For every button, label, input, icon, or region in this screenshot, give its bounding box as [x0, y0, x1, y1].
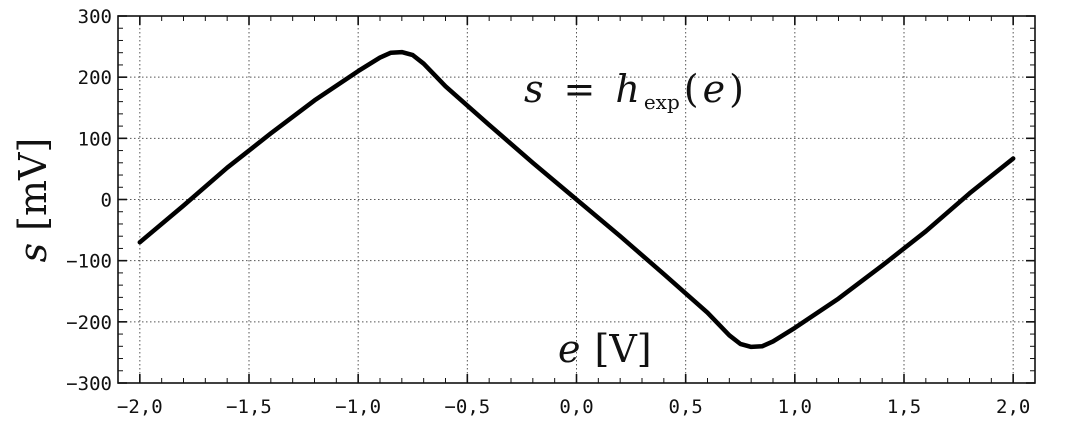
- eq-subscript: exp: [644, 90, 680, 114]
- eq-lhs: s: [524, 67, 544, 111]
- x-tick-label: 1,0: [778, 396, 812, 418]
- y-tick-label: 200: [78, 67, 112, 89]
- x-axis-unit: [V]: [595, 327, 652, 371]
- x-tick-label: −2,0: [117, 396, 163, 418]
- y-axis-title: s [mV]: [11, 138, 55, 263]
- y-tick-labels: 300 200 100 0 −100 −200 −300: [66, 6, 112, 395]
- y-tick-label: 300: [78, 6, 112, 28]
- y-tick-label: −300: [66, 373, 112, 395]
- x-tick-label: −0,5: [444, 396, 490, 418]
- equation-annotation: s = h exp ( e ): [524, 67, 744, 114]
- x-tick-label: −1,5: [226, 396, 272, 418]
- y-axis-unit: [mV]: [11, 138, 55, 231]
- eq-equals: =: [564, 67, 596, 111]
- x-axis-symbol: e: [558, 327, 581, 371]
- eq-func: h: [615, 67, 639, 111]
- x-tick-label: 2,0: [996, 396, 1030, 418]
- x-tick-label: 0,5: [669, 396, 703, 418]
- plot-frame: [117, 15, 1036, 384]
- y-tick-label: 100: [78, 128, 112, 150]
- x-tick-label: 1,5: [887, 396, 921, 418]
- series-line: [137, 49, 1016, 350]
- eq-arg: e: [703, 67, 726, 111]
- x-tick-label: −1,0: [335, 396, 381, 418]
- eq-paren-close: ): [729, 67, 744, 111]
- x-tick-labels: −2,0 −1,5 −1,0 −0,5 0,0 0,5 1,0 1,5 2,0: [117, 396, 1030, 418]
- x-axis-title: e [V]: [558, 327, 652, 371]
- y-tick-label: 0: [101, 190, 112, 212]
- y-tick-label: −200: [66, 312, 112, 334]
- eq-paren-open: (: [684, 67, 699, 111]
- grid: [118, 16, 1035, 383]
- y-axis-symbol: s: [11, 243, 55, 263]
- y-tick-label: −100: [66, 251, 112, 273]
- x-tick-label: 0,0: [559, 396, 593, 418]
- minor-ticks: [117, 16, 1036, 383]
